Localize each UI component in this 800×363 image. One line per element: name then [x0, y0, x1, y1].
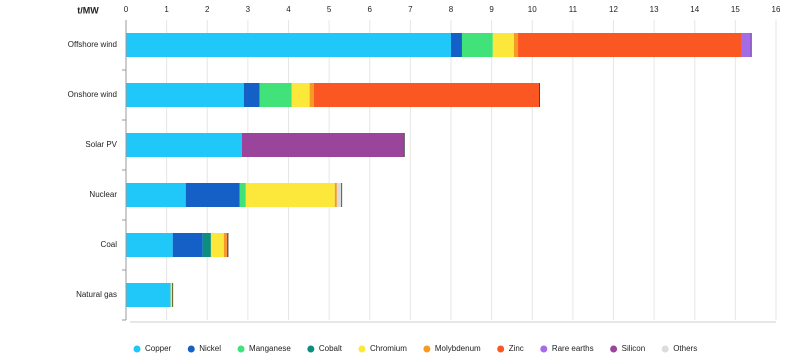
bar-segment	[334, 183, 337, 207]
legend-swatch	[497, 345, 505, 353]
legend-swatch	[661, 345, 669, 353]
bar-segment	[126, 133, 242, 157]
legend-swatch	[358, 345, 366, 353]
x-tick-label: 13	[650, 5, 659, 14]
x-tick-label: 11	[569, 5, 578, 14]
bar-segment	[245, 183, 335, 207]
bar-segment	[170, 283, 173, 307]
bar-segment	[241, 133, 405, 157]
x-tick-label: 2	[205, 5, 210, 14]
legend-swatch	[133, 345, 141, 353]
bar-segment	[291, 83, 310, 107]
bar-segment	[313, 83, 540, 107]
legend-label: Others	[673, 344, 697, 353]
y-tick-label: Natural gas	[76, 290, 117, 299]
x-tick-label: 15	[731, 5, 740, 14]
bar-segment	[202, 233, 211, 257]
x-tick-label: 3	[246, 5, 251, 14]
bar-segment	[226, 233, 228, 257]
x-tick-label: 0	[124, 5, 129, 14]
bar-segment	[223, 233, 227, 257]
y-tick-label: Offshore wind	[68, 40, 117, 49]
bar-segment	[451, 33, 462, 57]
y-tick-label: Nuclear	[89, 190, 117, 199]
bar-segment	[126, 233, 173, 257]
bar-segment	[185, 183, 240, 207]
bar-segment	[126, 183, 186, 207]
bar-segment	[210, 233, 224, 257]
bar-segment	[518, 33, 742, 57]
bar-segment	[259, 83, 292, 107]
legend-swatch	[187, 345, 195, 353]
bar-segment	[239, 183, 246, 207]
legend-swatch	[237, 345, 245, 353]
legend-label: Cobalt	[319, 344, 343, 353]
legend-swatch	[423, 345, 431, 353]
legend-label: Rare earths	[552, 344, 594, 353]
legend-label: Chromium	[370, 344, 407, 353]
y-tick-label: Solar PV	[85, 140, 117, 149]
bar-segment	[172, 233, 203, 257]
bar-segment	[126, 283, 171, 307]
x-tick-label: 8	[449, 5, 454, 14]
legend-swatch	[307, 345, 315, 353]
x-tick-label: 5	[327, 5, 332, 14]
bar-segment	[741, 33, 752, 57]
legend-label: Molybdenum	[435, 344, 481, 353]
legend-label: Silicon	[622, 344, 646, 353]
axis-label: t/MW	[77, 5, 99, 15]
legend-label: Manganese	[249, 344, 291, 353]
bar-segment	[513, 33, 519, 57]
bar-segment	[126, 33, 451, 57]
x-tick-label: 12	[609, 5, 618, 14]
y-tick-label: Onshore wind	[68, 90, 117, 99]
legend-label: Nickel	[199, 344, 221, 353]
x-tick-label: 1	[164, 5, 169, 14]
x-tick-label: 6	[368, 5, 373, 14]
x-tick-label: 14	[690, 5, 699, 14]
bar-segment	[336, 183, 342, 207]
bar-segment	[126, 83, 244, 107]
bar-segment	[492, 33, 514, 57]
bar-segment	[461, 33, 493, 57]
legend-label: Copper	[145, 344, 172, 353]
legend-label: Zinc	[509, 344, 524, 353]
legend-swatch	[540, 345, 548, 353]
x-tick-label: 7	[408, 5, 413, 14]
x-tick-label: 9	[489, 5, 494, 14]
x-tick-label: 4	[286, 5, 291, 14]
legend-swatch	[610, 345, 618, 353]
y-tick-label: Coal	[101, 240, 118, 249]
bar-segment	[309, 83, 314, 107]
bar-segment	[243, 83, 260, 107]
x-tick-label: 16	[772, 5, 781, 14]
x-tick-label: 10	[528, 5, 537, 14]
